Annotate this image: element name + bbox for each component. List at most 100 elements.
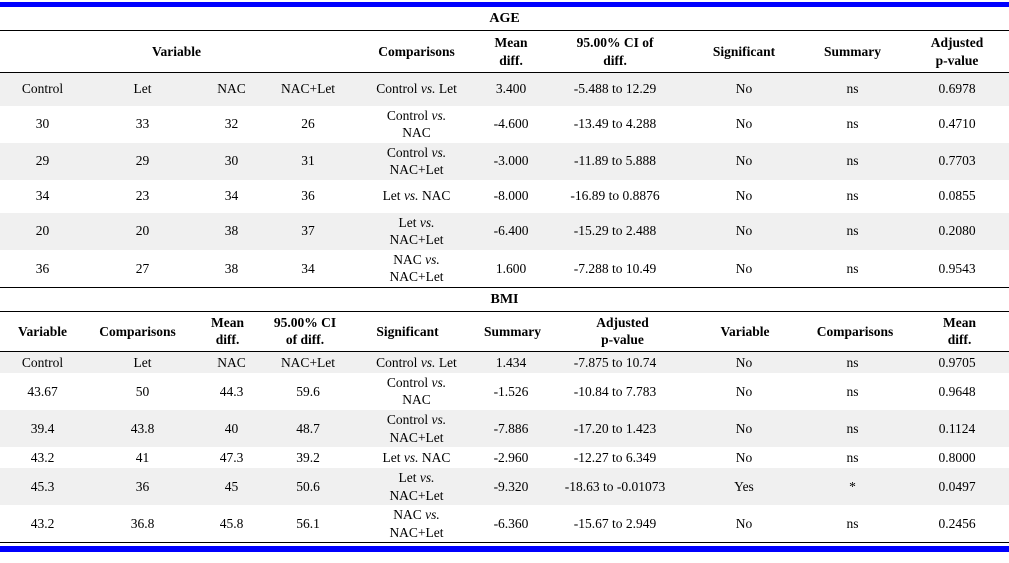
ci-cell: -13.49 to 4.288 [573,116,657,132]
bmi-header-table: Variable Comparisons Mean diff. 95.00% C… [0,310,1009,352]
group-cell: 29 [0,142,85,180]
group-cell: NAC [200,72,263,106]
bmi-table-body: Control Let NAC NAC+Let Control vs. Let 1.434… [0,351,1009,544]
mean-diff-cell: -3.000 [480,142,543,180]
summary-cell: ns [800,212,906,250]
summary-cell: ns [846,449,859,465]
header-label: Mean diff. [943,314,976,348]
header-label: Significant [712,44,776,60]
mean-diff-cell: -8.000 [493,188,529,204]
ci-cell: -10.84 to 7.783 [573,383,657,399]
significant-cell: No [688,142,801,180]
group-cell: 45.8 [200,505,263,544]
vs-label: vs. [431,411,447,427]
ci-cell: -7.288 to 10.49 [542,249,689,288]
significant-cell: Yes [688,468,800,506]
group-cell: 39.2 [296,449,320,465]
p-value-cell: 0.0855 [938,188,976,204]
ci-cell: -5.488 to 12.29 [542,72,689,106]
ci-cell: -12.27 to 6.349 [573,449,657,465]
comparison-cell: NAC vs. NAC+Let [353,249,481,288]
group-cell: 33 [135,116,150,132]
comparison-group-b: Let [438,354,457,370]
p-value-cell: 0.0497 [905,468,1009,506]
ci-cell: -17.20 to 1.423 [542,409,688,448]
bmi-table: Control Let NAC NAC+Let Control vs. Let 1.434… [0,351,1009,544]
comparison-group-a: Control [386,411,429,427]
summary-cell: ns [800,142,906,180]
group-cell: 23 [135,188,150,204]
p-value-cell: 0.9705 [905,351,1009,373]
group-cell: 36 [0,249,85,288]
group-cell: Let [85,351,200,373]
group-cell: NAC+Let [263,72,354,106]
group-cell: Control [0,72,85,106]
header-label: Significant [376,324,439,340]
group-cell: 44.3 [219,383,244,399]
group-cell: Control [0,351,85,373]
group-cell: 47.3 [219,449,244,465]
group-cell: 43.2 [30,449,55,465]
comparison-cell: Control vs. NAC [353,106,480,143]
p-value-cell: 0.6978 [905,72,1009,106]
group-cell: 36.8 [85,505,200,544]
comparison-cell: Let vs. NAC [353,180,480,213]
significant-cell: No [688,351,800,373]
group-cell: 27 [85,249,200,288]
age-table: Variable Comparisons Mean diff. 95.00% C… [0,30,1009,288]
group-cell: 20 [85,212,200,250]
comparison-group-b: NAC+Let [389,487,444,503]
header-label: Variable [720,324,770,340]
p-value-cell: 0.1124 [905,409,1009,448]
summary-cell: ns [800,505,905,544]
bmi-header-ci: 95.00% CI of diff. [265,310,345,352]
comparison-group-a: Let [398,214,417,230]
comparison-group-a: Control [386,374,429,390]
group-cell: 30 [200,142,263,180]
header-label: Summary [484,324,541,340]
group-cell: 38 [200,249,263,288]
summary-cell: * [800,468,905,506]
mean-diff-cell: -6.400 [480,212,543,250]
vs-label: vs. [419,470,435,486]
vs-label: vs. [431,144,447,160]
header-label: Comparisons [378,44,455,60]
significant-cell: No [688,505,800,544]
group-cell: 38 [200,212,263,250]
ci-cell: -18.63 to -0.01073 [542,468,688,506]
age-section-title: AGE [489,11,520,26]
p-value-cell: 0.8000 [938,449,976,465]
comparison-cell: NAC vs. NAC+Let [353,505,480,544]
vs-label: vs. [420,354,436,370]
group-cell: 20 [0,212,85,250]
mean-diff-cell: -6.360 [480,505,542,544]
p-value-cell: 0.2456 [905,505,1009,544]
summary-cell: ns [800,351,905,373]
comparison-cell: Let vs. NAC+Let [353,468,480,506]
comparison-group-b: Let [438,81,457,97]
summary-cell: ns [846,116,859,132]
group-cell: 56.1 [263,505,353,544]
top-accent-bar [0,2,1009,7]
ci-cell: -11.89 to 5.888 [542,142,689,180]
comparison-group-b: NAC+Let [389,162,444,178]
group-cell: 31 [263,142,354,180]
header-label: Summary [824,44,882,60]
group-cell: 43.8 [85,409,200,448]
table-row: Control Let NAC NAC+Let Control vs. Let 3.400… [0,72,1009,106]
header-label: Comparisons [816,324,894,340]
group-cell: 50.6 [263,468,353,506]
bmi-section-title: BMI [490,291,519,307]
age-header-comparisons: Comparisons [353,30,481,73]
group-cell: 34 [35,188,50,204]
mean-diff-cell: 1.434 [480,351,542,373]
age-header-ci: 95.00% CI of diff. [542,30,689,73]
header-label: Variable [152,44,202,60]
mean-diff-cell: -2.960 [493,449,529,465]
header-label: Mean diff. [494,34,528,68]
p-value-cell: 0.7703 [905,142,1009,180]
age-header-summary: Summary [800,30,906,73]
group-cell: 45.3 [0,468,85,506]
group-cell: 48.7 [263,409,353,448]
group-cell: NAC+Let [263,351,353,373]
